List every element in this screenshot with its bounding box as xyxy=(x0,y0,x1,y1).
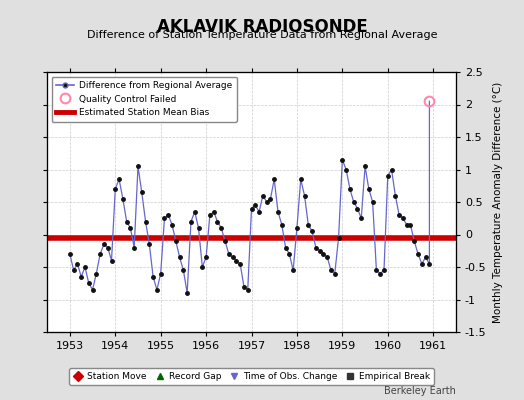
Text: AKLAVIK RADIOSONDE: AKLAVIK RADIOSONDE xyxy=(157,18,367,36)
Text: Berkeley Earth: Berkeley Earth xyxy=(384,386,456,396)
Y-axis label: Monthly Temperature Anomaly Difference (°C): Monthly Temperature Anomaly Difference (… xyxy=(494,81,504,323)
Text: Difference of Station Temperature Data from Regional Average: Difference of Station Temperature Data f… xyxy=(87,30,437,40)
Legend: Station Move, Record Gap, Time of Obs. Change, Empirical Break: Station Move, Record Gap, Time of Obs. C… xyxy=(70,368,433,385)
